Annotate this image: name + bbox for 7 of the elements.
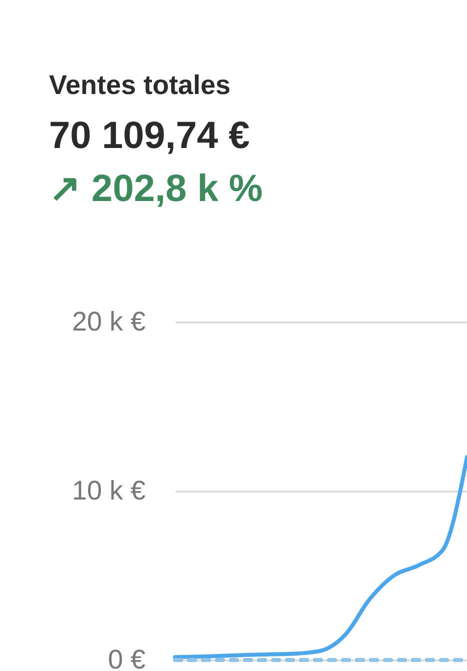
chart-title: Ventes totales [49,70,231,100]
y-tick-label: 0 € [108,644,146,671]
text: ↗ 202,8 k % [49,168,263,210]
chart-subtitle: 70 109,74 € [49,115,250,157]
y-tick-label: 20 k € [72,306,146,336]
y-tick-label: 10 k € [72,476,146,506]
line-series [173,455,467,660]
